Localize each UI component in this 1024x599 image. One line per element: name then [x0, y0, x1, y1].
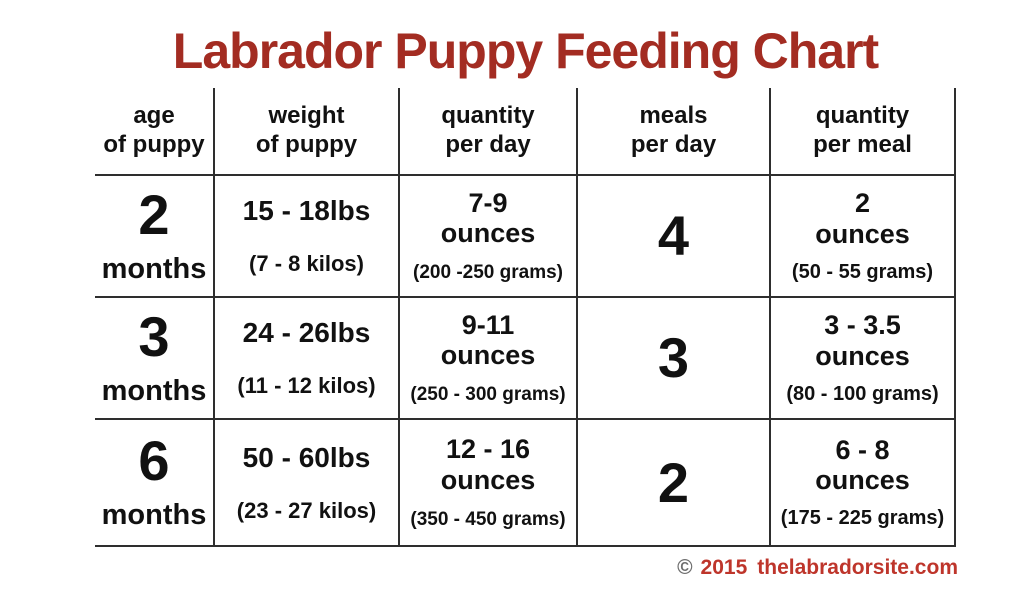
meals-value: 2 [657, 450, 690, 514]
quantity-range: 12 - 16 [445, 434, 531, 465]
quantity-range: 2 [854, 188, 871, 219]
header-line: quantity [441, 102, 535, 130]
quantity-unit: ounces [815, 340, 910, 371]
meals-value: 3 [657, 326, 690, 389]
header-line: of puppy [103, 131, 205, 158]
column-header-quantity-per-day: quantity per day [400, 88, 578, 176]
row3-meals-cell: 2 [578, 420, 771, 547]
site-name: thelabradorsite.com [757, 556, 958, 579]
row3-quantity-per-meal-cell: 6 - 8 ounces (175 - 225 grams) [771, 420, 956, 547]
row1-meals-cell: 4 [578, 176, 771, 298]
quantity-grams: (50 - 55 grams) [791, 260, 934, 283]
row2-weight-cell: 24 - 26lbs (11 - 12 kilos) [215, 298, 400, 420]
quantity-range: 6 - 8 [835, 434, 890, 465]
quantity-grams: (80 - 100 grams) [786, 382, 939, 405]
header-line: age [133, 102, 175, 130]
column-header-weight: weight of puppy [215, 88, 400, 176]
row1-age-cell: 2 months [95, 176, 215, 298]
quantity-range: 7-9 [468, 187, 508, 218]
weight-kilos: (23 - 27 kilos) [236, 497, 377, 523]
row3-age-cell: 6 months [95, 420, 215, 547]
quantity-grams: (250 - 300 grams) [410, 384, 566, 406]
column-header-quantity-per-meal: quantity per meal [771, 88, 956, 176]
age-unit: months [101, 252, 207, 285]
weight-pounds: 24 - 26lbs [242, 317, 371, 348]
header-line: per day [445, 131, 531, 158]
quantity-unit: ounces [815, 218, 910, 249]
header-line: of puppy [255, 131, 358, 158]
row2-meals-cell: 3 [578, 298, 771, 420]
header-line: per meal [813, 131, 912, 158]
header-line: per day [630, 131, 717, 158]
weight-pounds: 15 - 18lbs [242, 195, 371, 226]
copyright-line: © 2015 thelabradorsite.com [677, 556, 958, 580]
header-line: meals [639, 102, 708, 130]
feeding-table: age of puppy weight of puppy quantity pe… [95, 88, 956, 547]
age-value: 6 [138, 429, 170, 492]
meals-value: 4 [657, 204, 690, 267]
header-line: weight [268, 102, 345, 130]
page-title: Labrador Puppy Feeding Chart [172, 23, 879, 79]
row2-quantity-per-day-cell: 9-11 ounces (250 - 300 grams) [400, 298, 578, 420]
row2-age-cell: 3 months [95, 298, 215, 420]
age-value: 2 [138, 182, 170, 246]
weight-kilos: (7 - 8 kilos) [249, 251, 364, 276]
row3-quantity-per-day-cell: 12 - 16 ounces (350 - 450 grams) [400, 420, 578, 547]
quantity-range: 9-11 [461, 309, 515, 340]
quantity-unit: ounces [815, 465, 910, 495]
weight-pounds: 50 - 60lbs [242, 441, 371, 473]
weight-kilos: (11 - 12 kilos) [237, 373, 376, 398]
quantity-grams: (350 - 450 grams) [410, 508, 566, 530]
quantity-unit: ounces [440, 464, 536, 495]
column-header-age: age of puppy [95, 88, 215, 176]
copyright-year: 2015 [700, 556, 748, 579]
copyright-icon: © [677, 556, 693, 579]
quantity-unit: ounces [440, 218, 536, 248]
quantity-unit: ounces [440, 340, 536, 370]
quantity-grams: (200 -250 grams) [413, 262, 563, 284]
age-unit: months [101, 499, 207, 531]
quantity-grams: (175 - 225 grams) [780, 507, 945, 530]
row3-weight-cell: 50 - 60lbs (23 - 27 kilos) [215, 420, 400, 547]
row2-quantity-per-meal-cell: 3 - 3.5 ounces (80 - 100 grams) [771, 298, 956, 420]
header-line: quantity [815, 102, 910, 130]
age-value: 3 [138, 304, 170, 368]
quantity-range: 3 - 3.5 [824, 310, 901, 341]
column-header-meals-per-day: meals per day [578, 88, 771, 176]
age-unit: months [101, 374, 207, 407]
row1-quantity-per-meal-cell: 2 ounces (50 - 55 grams) [771, 176, 956, 298]
row1-weight-cell: 15 - 18lbs (7 - 8 kilos) [215, 176, 400, 298]
row1-quantity-per-day-cell: 7-9 ounces (200 -250 grams) [400, 176, 578, 298]
